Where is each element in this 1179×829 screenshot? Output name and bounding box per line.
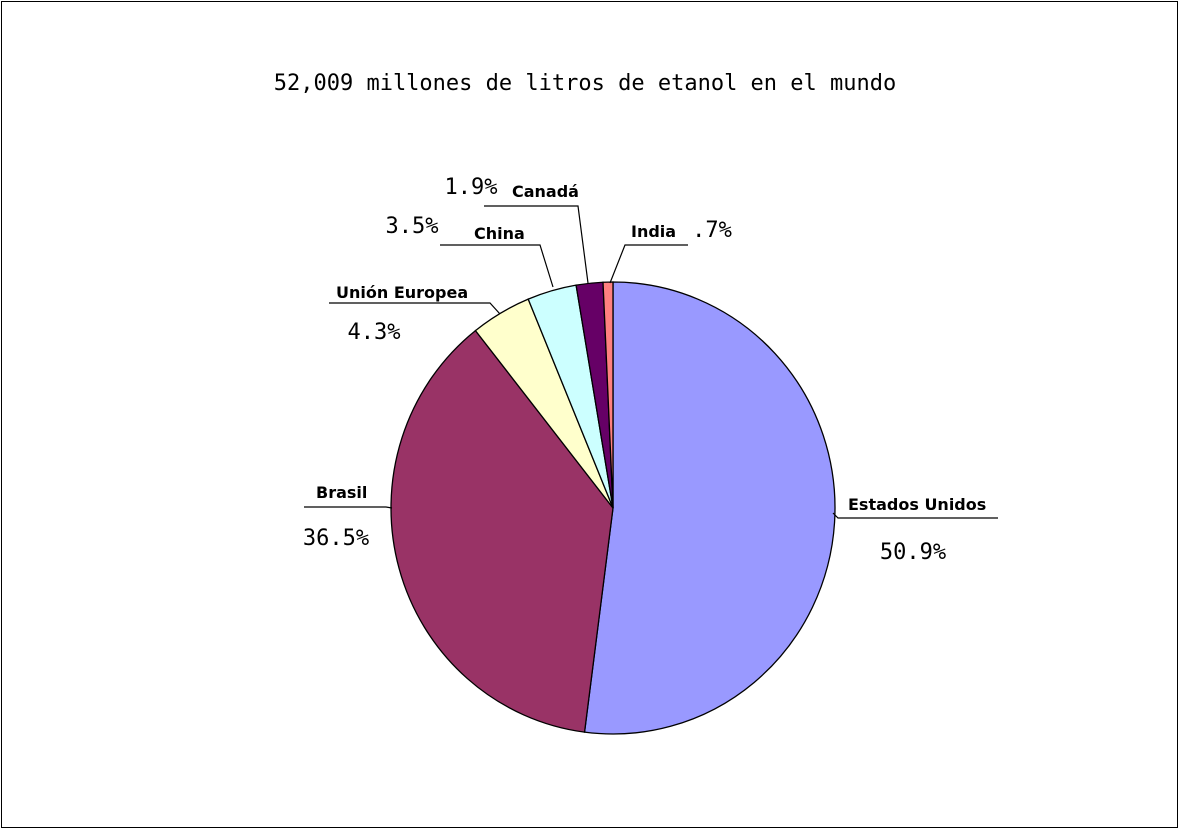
- slice-percent-brasil: 36.5%: [303, 526, 369, 551]
- pie-slice-estados-unidos: [583, 281, 836, 735]
- slice-name-brasil: Brasil: [316, 483, 367, 502]
- slice-percent-india: .7%: [692, 218, 732, 243]
- slice-percent-china: 3.5%: [386, 214, 439, 239]
- leader-line-union-europea: [329, 302, 501, 315]
- leader-line-india: [609, 244, 688, 284]
- slice-percent-estados-unidos: 50.9%: [880, 540, 946, 565]
- leader-line-estados-unidos: [832, 512, 998, 519]
- slice-name-estados-unidos: Estados Unidos: [848, 495, 986, 514]
- pie-slice-india: [602, 281, 614, 509]
- leader-line-china: [440, 244, 554, 288]
- slice-name-canada: Canadá: [512, 182, 579, 201]
- leader-line-brasil: [304, 506, 393, 509]
- slice-percent-union-europea: 4.3%: [348, 320, 401, 345]
- pie-slices: [390, 281, 836, 735]
- leader-line-canada: [484, 205, 589, 284]
- slice-labels: Estados Unidos 50.9% Brasil 36.5% Unión Euro…: [303, 175, 986, 565]
- slice-name-union-europea: Unión Europea: [336, 283, 468, 302]
- slice-name-china: China: [474, 224, 525, 243]
- chart-title: 52,009 millones de litros de etanol en e…: [274, 71, 897, 96]
- leader-lines: [304, 205, 998, 519]
- slice-percent-canada: 1.9%: [445, 175, 498, 200]
- pie-slice-brasil: [390, 329, 614, 733]
- slice-name-india: India: [631, 222, 676, 241]
